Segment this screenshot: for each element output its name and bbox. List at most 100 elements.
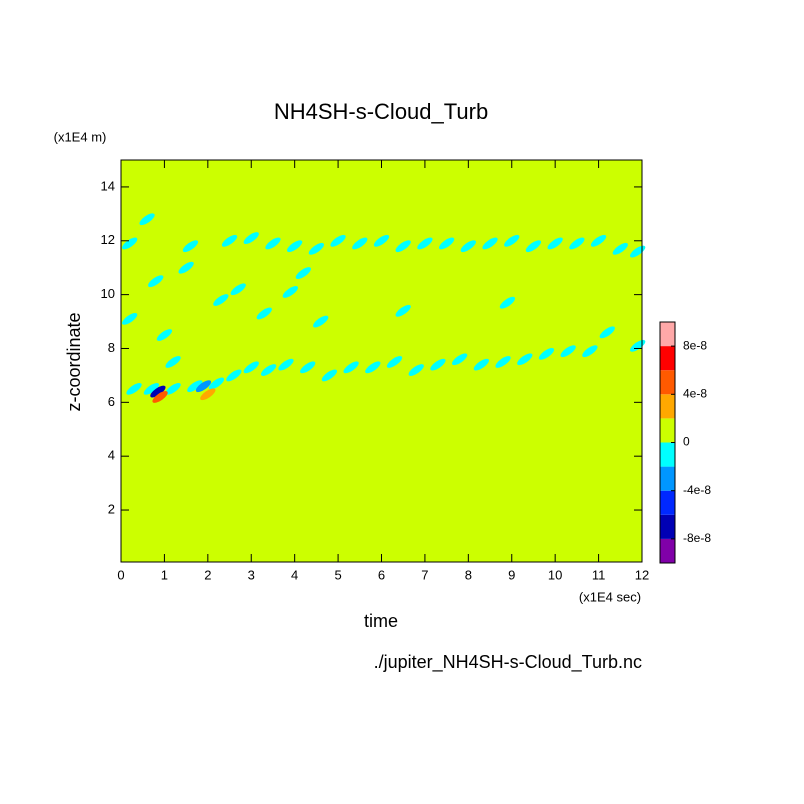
contour-patch bbox=[182, 240, 199, 253]
contour-patch bbox=[221, 234, 238, 247]
contour-patch bbox=[630, 245, 646, 258]
y-unit: (x1E4 m) bbox=[54, 129, 107, 144]
y-tick-label: 6 bbox=[108, 394, 115, 409]
contour-patch bbox=[386, 356, 403, 368]
contour-patch bbox=[547, 237, 563, 250]
colorbar-tick-label: 4e-8 bbox=[683, 386, 707, 400]
contour-patch bbox=[460, 240, 476, 253]
contour-patch bbox=[165, 382, 181, 395]
y-tick-label: 12 bbox=[101, 232, 115, 247]
contour-patch bbox=[156, 329, 173, 341]
colorbar-band bbox=[660, 346, 675, 371]
contour-patch bbox=[295, 267, 311, 279]
x-tick-label: 1 bbox=[161, 567, 168, 582]
contour-patch bbox=[373, 234, 390, 247]
y-tick-label: 10 bbox=[101, 286, 115, 301]
contour-patch bbox=[499, 296, 516, 309]
contour-patch bbox=[395, 240, 411, 253]
contour-patch bbox=[260, 364, 277, 376]
contour-patch bbox=[122, 237, 138, 250]
x-tick-label: 11 bbox=[592, 567, 606, 582]
contour-patch bbox=[482, 237, 498, 250]
contour-patch bbox=[230, 283, 246, 296]
x-tick-label: 3 bbox=[248, 567, 255, 582]
contour-patch bbox=[152, 391, 168, 403]
colorbar-tick-label: -4e-8 bbox=[683, 483, 711, 497]
contour-patch bbox=[352, 237, 368, 250]
contour-patch bbox=[569, 237, 585, 250]
y-tick-label: 14 bbox=[101, 178, 115, 193]
contour-patch bbox=[213, 294, 229, 306]
colorbar-tick-label: 0 bbox=[683, 435, 690, 449]
contour-patch bbox=[504, 234, 520, 247]
contour-patch bbox=[287, 240, 303, 253]
contour-patch bbox=[282, 286, 298, 298]
contour-patch bbox=[226, 369, 242, 382]
contour-patch bbox=[165, 356, 181, 368]
colorbar-band bbox=[660, 370, 675, 395]
contour-patch bbox=[139, 213, 155, 226]
contour-patch bbox=[330, 234, 346, 247]
contour-patch bbox=[243, 232, 259, 244]
contour-patch bbox=[612, 242, 628, 255]
footer: ./jupiter_NH4SH-s-Cloud_Turb.nc bbox=[374, 652, 642, 673]
colorbar-band bbox=[660, 322, 675, 347]
contour-patch bbox=[122, 312, 138, 325]
contour-patch bbox=[395, 304, 411, 317]
contour-patch bbox=[200, 388, 216, 401]
x-tick-label: 9 bbox=[508, 567, 515, 582]
x-tick-label: 8 bbox=[465, 567, 472, 582]
contour-patch bbox=[417, 237, 433, 250]
contour-patch bbox=[321, 369, 338, 382]
contour-patch bbox=[143, 382, 160, 395]
x-tick-label: 7 bbox=[421, 567, 428, 582]
colorbar-band bbox=[660, 466, 675, 491]
y-tick-label: 4 bbox=[108, 448, 115, 463]
contour-patch bbox=[195, 380, 212, 393]
contour-patch bbox=[208, 377, 225, 390]
contour-patch bbox=[313, 315, 329, 328]
contour-patch bbox=[126, 382, 142, 395]
contour-patch bbox=[452, 353, 468, 366]
x-unit: (x1E4 sec) bbox=[579, 589, 641, 604]
contour-patch bbox=[243, 361, 259, 374]
contour-patch bbox=[300, 361, 316, 374]
x-tick-label: 12 bbox=[635, 567, 649, 582]
contour-patch bbox=[590, 234, 607, 247]
field-background bbox=[121, 160, 642, 562]
x-tick-label: 10 bbox=[548, 567, 562, 582]
contour-patch bbox=[265, 237, 281, 250]
colorbar-band bbox=[660, 442, 675, 467]
x-tick-label: 0 bbox=[117, 567, 124, 582]
colorbar-band bbox=[660, 394, 675, 419]
colorbar-band bbox=[660, 514, 675, 539]
contour-patch bbox=[538, 347, 555, 360]
colorbar-band bbox=[660, 418, 675, 443]
contour-patch bbox=[278, 358, 294, 371]
colorbar-band bbox=[660, 538, 675, 563]
contour-patch bbox=[599, 326, 615, 339]
contour-patch bbox=[365, 361, 381, 374]
y-tick-label: 8 bbox=[108, 340, 115, 355]
y-axis-label: z-coordinate bbox=[64, 312, 84, 411]
contour-patch bbox=[560, 345, 576, 358]
contour-patch bbox=[150, 385, 166, 398]
contour-patch bbox=[473, 358, 489, 371]
chart-title: NH4SH-s-Cloud_Turb bbox=[274, 99, 488, 124]
contour-patch bbox=[582, 345, 598, 358]
contour-patch bbox=[178, 261, 194, 274]
contour-patch bbox=[630, 339, 646, 352]
x-tick-label: 2 bbox=[204, 567, 211, 582]
contour-patch bbox=[517, 353, 533, 366]
contour-patch bbox=[343, 361, 359, 374]
x-tick-label: 5 bbox=[334, 567, 341, 582]
contour-patch bbox=[256, 307, 272, 320]
x-tick-label: 4 bbox=[291, 567, 298, 582]
contour-patch bbox=[430, 358, 446, 371]
contour-patch bbox=[148, 275, 164, 288]
colorbar-tick-label: -8e-8 bbox=[683, 531, 711, 545]
contour-patch bbox=[408, 364, 424, 376]
contour-patch bbox=[495, 356, 511, 368]
contour-patch bbox=[308, 242, 325, 255]
